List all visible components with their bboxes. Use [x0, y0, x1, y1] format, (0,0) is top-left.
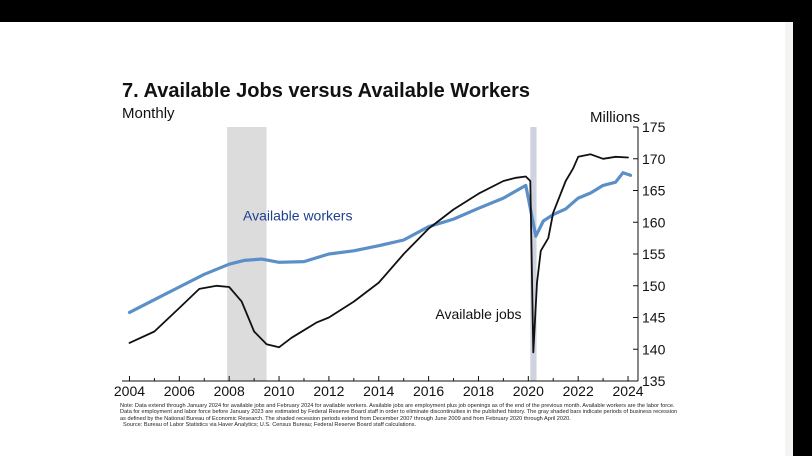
series-line-available-jobs [128, 153, 629, 354]
y-tick-label-150: 150 [642, 278, 666, 294]
recession-band-1 [227, 127, 267, 381]
slide-background [0, 22, 785, 456]
x-tick-label-2014: 2014 [363, 383, 394, 399]
x-tick-label-2004: 2004 [114, 383, 145, 399]
y-tick-label-140: 140 [642, 341, 666, 357]
y-tick-label-155: 155 [642, 246, 666, 262]
x-tick-label-2020: 2020 [513, 383, 544, 399]
series-line-available-workers [127, 171, 633, 314]
chart-title: 7. Available Jobs versus Available Worke… [122, 80, 530, 102]
x-tick-label-2018: 2018 [463, 383, 494, 399]
note-text: Note: Data extend through January 2024 f… [120, 403, 678, 422]
x-tick-label-2006: 2006 [164, 383, 195, 399]
slide-edge [785, 22, 793, 456]
x-tick-label-2008: 2008 [214, 383, 245, 399]
y-tick-label-165: 165 [642, 183, 666, 199]
x-tick-label-2022: 2022 [563, 383, 594, 399]
series-label-available-workers: Available workers [243, 207, 352, 223]
chart-subtitle: Monthly [122, 105, 175, 122]
chart-notes: Note: Data extend through January 2024 f… [120, 403, 680, 429]
y-tick-label-145: 145 [642, 310, 666, 326]
y-tick-label-175: 175 [642, 119, 666, 135]
y-tick-label-170: 170 [642, 151, 666, 167]
source-text: Source: Bureau of Labor Statistics via H… [123, 422, 417, 429]
recession-band-2 [530, 127, 537, 381]
x-tick-label-2016: 2016 [413, 383, 444, 399]
y-tick-label-160: 160 [642, 214, 666, 230]
series-label-available-jobs: Available jobs [435, 306, 521, 322]
x-tick-label-2010: 2010 [263, 383, 294, 399]
y-tick-label-135: 135 [642, 373, 666, 389]
x-tick-label-2024: 2024 [612, 383, 643, 399]
x-tick-label-2012: 2012 [313, 383, 344, 399]
y-axis-unit-label: Millions [590, 109, 641, 126]
